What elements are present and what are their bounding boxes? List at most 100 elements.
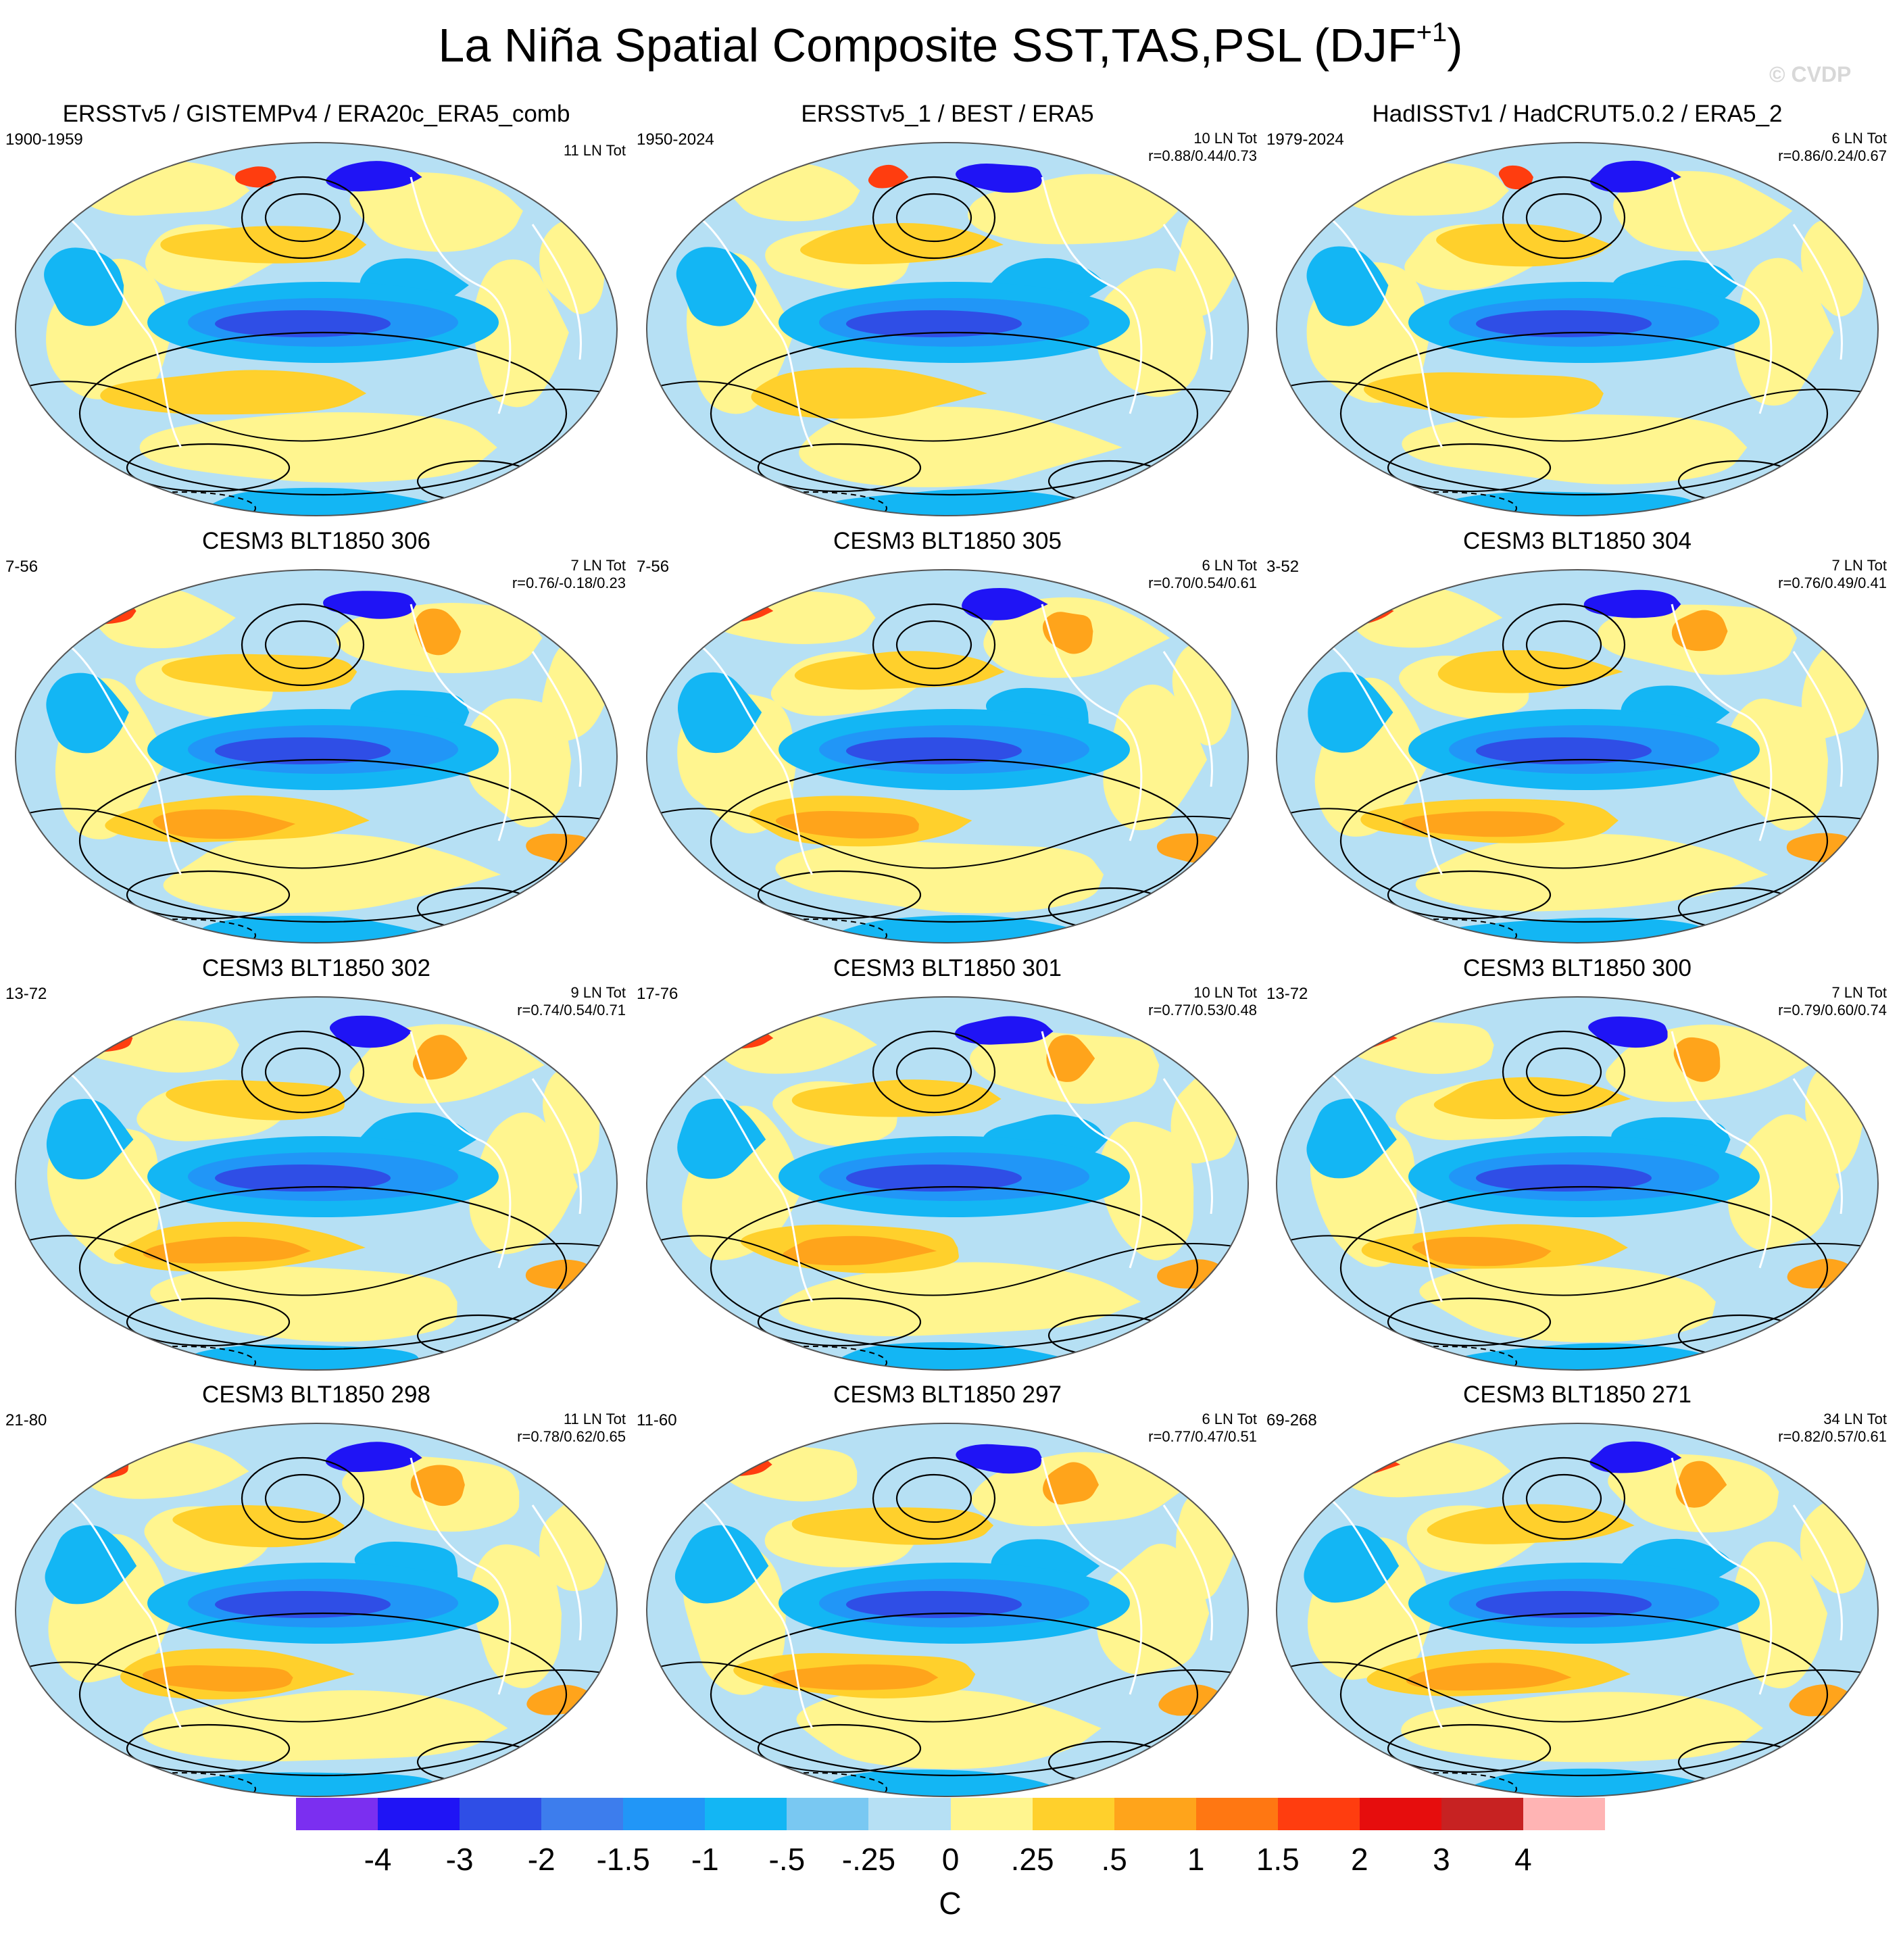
warm-anomaly-north-arm (160, 226, 367, 264)
cool-anomaly-region (200, 487, 455, 516)
psl-contour (872, 603, 996, 687)
colorbar-tick-label: -2 (527, 1842, 556, 1877)
polar-warm-anomaly (234, 166, 277, 188)
panel-title: CESM3 BLT1850 302 (202, 955, 430, 981)
psl-contour (1286, 1235, 1875, 1296)
warm-anomaly-region (775, 841, 1104, 914)
colorbar-swatch (1441, 1798, 1523, 1830)
psl-contour (25, 381, 614, 442)
coastline (531, 651, 582, 787)
panel-correlation: r=0.77/0.47/0.51 (1148, 1428, 1257, 1445)
psl-contour (895, 1047, 972, 1097)
cool-anomaly-region (1456, 1768, 1723, 1796)
warm-anomaly-region (1095, 268, 1206, 397)
coastline (1162, 224, 1213, 360)
warm-anomaly-core (783, 1235, 937, 1266)
map-panel: CESM3 BLT1850 306 7-56 7 LN Tot r=0.76/-0.1… (5, 527, 627, 953)
panel-stats: 7 LN Tot r=0.76/0.49/0.41 (1778, 557, 1887, 592)
polar-warm-anomaly (38, 1452, 129, 1479)
warm-anomaly-north-arm (791, 1079, 1002, 1117)
psl-contour (1339, 1612, 1829, 1777)
warm-anomaly-core (143, 1236, 311, 1264)
polar-cool-anomaly (1589, 160, 1681, 193)
composite-map (15, 569, 618, 944)
coastline (1792, 651, 1843, 787)
colorbar-swatch (378, 1798, 460, 1830)
psl-contour (1387, 870, 1552, 920)
equatorial-cool-core (215, 737, 391, 764)
polar-cool-anomaly (1589, 1441, 1682, 1473)
psl-contour (241, 1456, 365, 1540)
colorbar-tick-label: -3 (445, 1842, 474, 1877)
panel-event-count: 10 LN Tot (1193, 130, 1257, 147)
coastline (1792, 1504, 1843, 1641)
psl-contour (1339, 1185, 1829, 1350)
composite-map (646, 142, 1249, 516)
psl-contour-negative (737, 491, 887, 516)
warm-anomaly-core (153, 809, 296, 839)
psl-contour (126, 443, 291, 493)
cool-anomaly-region (1308, 672, 1393, 753)
psl-contour (25, 1235, 614, 1296)
warm-anomaly-core (1401, 811, 1565, 837)
panel-stats: 10 LN Tot r=0.88/0.44/0.73 (1148, 130, 1257, 165)
psl-contour (1286, 381, 1875, 442)
coastline (410, 176, 512, 414)
colorbar-tick-label: .25 (1010, 1842, 1054, 1877)
coastline (1671, 1031, 1773, 1269)
cool-anomaly-region (677, 672, 762, 754)
coastline (690, 210, 814, 448)
cool-anomaly-region (814, 489, 1095, 516)
warm-anomaly-region (1341, 163, 1509, 216)
warm-anomaly-region (142, 1690, 508, 1762)
coastline (1792, 1078, 1843, 1215)
map-panel: CESM3 BLT1850 300 13-72 7 LN Tot r=0.79/0.6… (1266, 954, 1888, 1380)
warm-anomaly-north-arm (1437, 650, 1623, 693)
panel-correlation: r=0.77/0.53/0.48 (1148, 1002, 1257, 1019)
psl-contour-negative (106, 1772, 256, 1796)
colorbar-tick-label: 3 (1433, 1842, 1450, 1877)
psl-contour (78, 1612, 568, 1777)
colorbar-swatch (1277, 1798, 1360, 1830)
psl-contour (872, 176, 996, 260)
psl-contour (895, 620, 972, 670)
equatorial-cool-core (1476, 1591, 1652, 1618)
polar-warm-anomaly (35, 598, 137, 624)
map-boundary (15, 569, 618, 944)
map-boundary (646, 996, 1249, 1371)
polar-cool-anomaly (956, 1444, 1042, 1474)
panel-stats: 11 LN Tot r=0.78/0.62/0.65 (517, 1411, 626, 1446)
panel-event-count: 7 LN Tot (1831, 984, 1887, 1001)
warm-anomaly-region (469, 1112, 578, 1254)
equatorial-cool-core (846, 1165, 1022, 1192)
warm-anomaly-north-arm (1427, 1504, 1635, 1544)
psl-contour (126, 1723, 291, 1773)
panel-stats: 9 LN Tot r=0.74/0.54/0.71 (517, 984, 626, 1019)
cool-anomaly-region (44, 247, 124, 326)
psl-contour (895, 193, 972, 243)
polar-warm-anomaly (868, 164, 909, 189)
panel-period: 1950-2024 (637, 130, 714, 149)
psl-contour (25, 808, 614, 869)
warm-anomaly-core (1412, 1237, 1552, 1267)
coastline (1320, 210, 1443, 448)
warm-anomaly-region (1402, 414, 1748, 485)
colorbar-swatch (1523, 1798, 1605, 1830)
coastline (59, 637, 182, 875)
panel-period: 13-72 (1266, 985, 1308, 1003)
cool-anomaly-region (1443, 491, 1701, 516)
map-boundary (1276, 1423, 1879, 1797)
psl-contour (1525, 1047, 1602, 1097)
psl-contour (710, 1612, 1199, 1777)
panel-stats: 6 LN Tot r=0.70/0.54/0.61 (1148, 557, 1257, 592)
panel-title: CESM3 BLT1850 306 (202, 528, 430, 554)
psl-contour (241, 176, 365, 260)
colorbar-tick-label: -1.5 (596, 1842, 650, 1877)
warm-anomaly-region (1415, 833, 1769, 912)
colorbar-swatch (868, 1798, 951, 1830)
panel-correlation: r=0.86/0.24/0.67 (1778, 147, 1887, 164)
map-panel: CESM3 BLT1850 302 13-72 9 LN Tot r=0.74/0.5… (5, 954, 627, 1380)
map-panel: CESM3 BLT1850 301 17-76 10 LN Tot r=0.77/0.… (637, 954, 1258, 1380)
cool-anomaly-region (189, 1344, 423, 1370)
equatorial-cool-core (1476, 737, 1652, 764)
